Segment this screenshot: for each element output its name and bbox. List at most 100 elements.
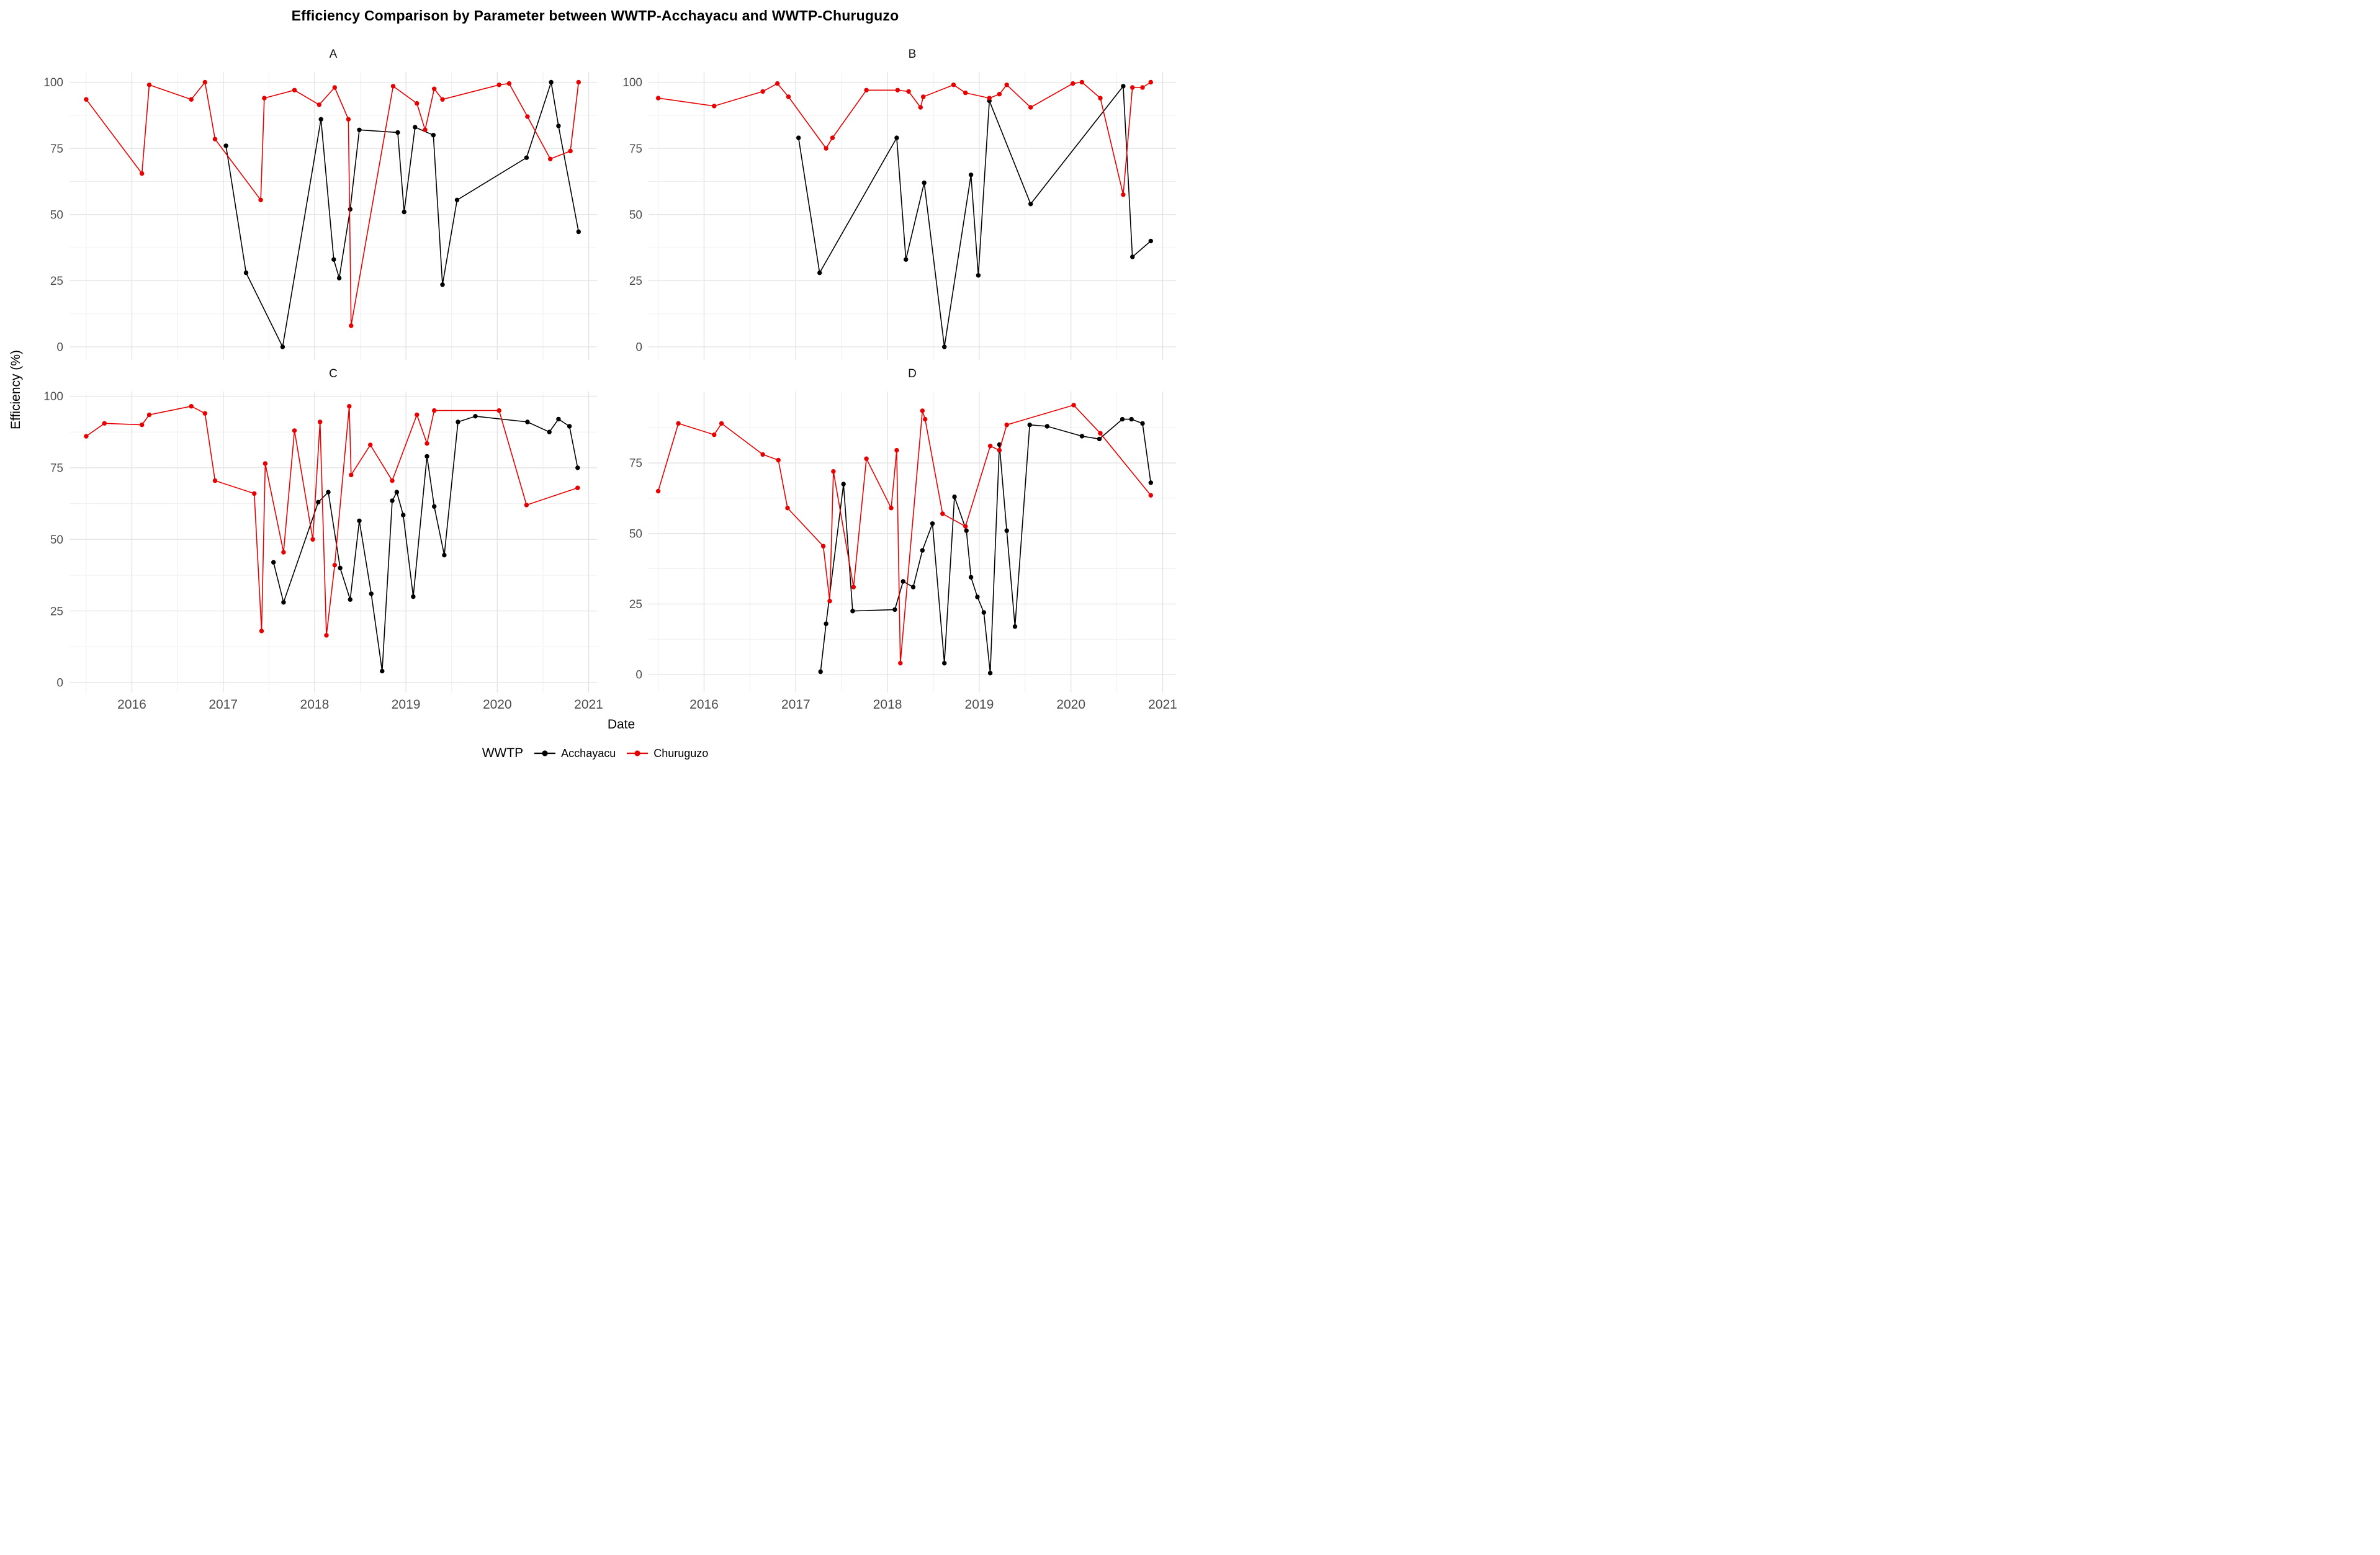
y-tick-label: 25 [629, 598, 642, 611]
facet-A-series-churuguzo-point [189, 97, 194, 102]
facet-D-series-churuguzo-point [831, 469, 836, 474]
facet-D-series-acchayacu-point [930, 521, 935, 526]
facet-D-series-churuguzo-point [851, 585, 856, 589]
facet-D-series-churuguzo-point [676, 421, 681, 426]
facet-B-series-churuguzo-point [906, 89, 911, 94]
y-tick-label: 0 [56, 341, 63, 354]
facet-C-series-churuguzo-point [292, 428, 297, 433]
facet-D-series-acchayacu-point [942, 661, 947, 666]
facet-C-series-churuguzo-point [146, 412, 152, 418]
y-tick-label: 75 [50, 462, 63, 475]
facet-A-series-churuguzo-point [496, 83, 501, 87]
facet-A-series-acchayacu-point [556, 123, 561, 128]
facet-A-series-churuguzo-point [292, 87, 297, 92]
facet-C-series-churuguzo-point [432, 408, 437, 413]
x-tick-label: 2017 [781, 697, 811, 712]
facet-C-series-churuguzo-point [281, 550, 286, 555]
x-tick-label: 2017 [209, 697, 238, 712]
facet-C-series-churuguzo-point [263, 461, 268, 466]
facet-D-series-acchayacu-point [1004, 528, 1009, 533]
facet-grid: 0 25 50 75 100 A 0 25 50 75 100 B 0 25 50 75 100 2016 2017… [43, 48, 1177, 712]
facet-C-series-acchayacu-point [338, 565, 343, 571]
facet-D-series-acchayacu-point [1140, 421, 1145, 426]
facet-D-series-churuguzo-point [987, 444, 993, 449]
facet-A-series-churuguzo-point [346, 117, 351, 122]
facet-D-series-churuguzo-point [1071, 403, 1076, 408]
facet-B-series-churuguzo-point [864, 87, 869, 92]
facet-D-series-churuguzo-point [963, 524, 968, 529]
legend-label: Acchayacu [561, 746, 616, 760]
facet-A-series-acchayacu-point [440, 282, 445, 287]
facet-B-series-acchayacu-point [1121, 84, 1126, 89]
facet-B-series-churuguzo-point [775, 81, 780, 86]
facet-C-series-churuguzo-point [212, 478, 218, 483]
facet-D-series-churuguzo-point [997, 447, 1002, 453]
facet-D-series-churuguzo-point [712, 432, 717, 437]
y-tick-label: 0 [635, 669, 642, 682]
facet-C-series-churuguzo-point [259, 629, 264, 634]
facet-A-series-churuguzo-point [423, 127, 428, 132]
facet-B-series-churuguzo-point [712, 104, 717, 109]
facet-A-series-churuguzo-point [548, 156, 553, 161]
facet-B-series-churuguzo-point [655, 96, 661, 101]
facet-label-C: C [329, 367, 338, 380]
x-tick-label: 2018 [300, 697, 330, 712]
facet-A-series-acchayacu-point [223, 143, 228, 148]
facet-A-series-churuguzo-point [140, 171, 145, 176]
facet-C-series-acchayacu-point [424, 454, 429, 459]
facet-D-series-acchayacu-point [1129, 416, 1134, 422]
facet-D-series-acchayacu-point [964, 528, 969, 533]
facet-A-series-acchayacu-point [395, 130, 400, 135]
facet-D-series-churuguzo-point [864, 456, 869, 461]
facet-B-series-churuguzo-point [997, 92, 1002, 97]
y-axis-title: Efficiency (%) [9, 350, 23, 429]
facet-A-series-acchayacu-point [331, 257, 336, 262]
facet-A-series-churuguzo-line [86, 81, 580, 326]
facet-B-series-churuguzo-point [921, 94, 926, 99]
facet-D-series-acchayacu-point [1120, 416, 1125, 422]
facet-C-series-churuguzo-point [318, 419, 323, 424]
facet-C-series-churuguzo-point [575, 485, 580, 490]
facet-C-series-acchayacu-point [411, 594, 416, 599]
facet-A-series-acchayacu-point [524, 155, 529, 160]
facet-D-series-acchayacu-point [952, 494, 957, 500]
facet-D-series-acchayacu-point [1044, 424, 1050, 429]
legend-item-acchayacu: Acchayacu [533, 747, 616, 760]
facet-D-series-acchayacu-point [1079, 434, 1085, 439]
y-tick-label: 50 [629, 527, 642, 540]
y-tick-label: 25 [50, 275, 63, 288]
facet-B-series-acchayacu-point [1148, 238, 1154, 244]
y-tick-label: 50 [629, 208, 642, 222]
facet-D-series-acchayacu-point [975, 594, 980, 599]
x-tick-label: 2018 [873, 697, 902, 712]
legend-title: WWTP [482, 746, 524, 760]
y-tick-label: 75 [629, 457, 642, 470]
facet-C-series-acchayacu-line [272, 416, 578, 672]
facet-D-series-acchayacu-point [1027, 423, 1032, 428]
facet-C-series-acchayacu-point [567, 424, 572, 429]
facet-D-series-acchayacu-point [1097, 436, 1102, 442]
facet-B-series-acchayacu-point [942, 344, 947, 349]
facet-B-series-churuguzo-point [918, 105, 923, 110]
facet-label-D: D [908, 367, 917, 380]
facet-D-series-acchayacu-point [900, 579, 905, 584]
facet-D-series-churuguzo-point [760, 452, 765, 457]
facet-D-series-churuguzo-point [920, 408, 925, 413]
facet-C-series-acchayacu-point [401, 513, 406, 518]
facet-A-series-churuguzo-point [440, 97, 445, 102]
facet-C-series-churuguzo-point [252, 491, 257, 496]
y-tick-label: 50 [50, 534, 63, 547]
facet-C-series-acchayacu-point [390, 498, 395, 503]
facet-D-series-acchayacu-point [1148, 480, 1154, 485]
facet-B-series-churuguzo-point [786, 94, 791, 99]
facet-D-series-churuguzo-point [827, 599, 832, 604]
facet-B-series-churuguzo-point [987, 96, 992, 101]
x-tick-label: 2020 [1056, 697, 1085, 712]
facet-D-series-churuguzo-point [655, 488, 661, 494]
legend-item-churuguzo: Churuguzo [626, 747, 708, 760]
facet-D-series-churuguzo-point [776, 457, 781, 463]
facet-B-series-acchayacu-point [894, 135, 899, 140]
facet-A-series-churuguzo-point [432, 86, 437, 91]
facet-A-series-acchayacu-point [280, 344, 285, 349]
facet-D: 0 25 50 75 2016 2017 2018 2019 2020 2021 D [629, 367, 1177, 712]
